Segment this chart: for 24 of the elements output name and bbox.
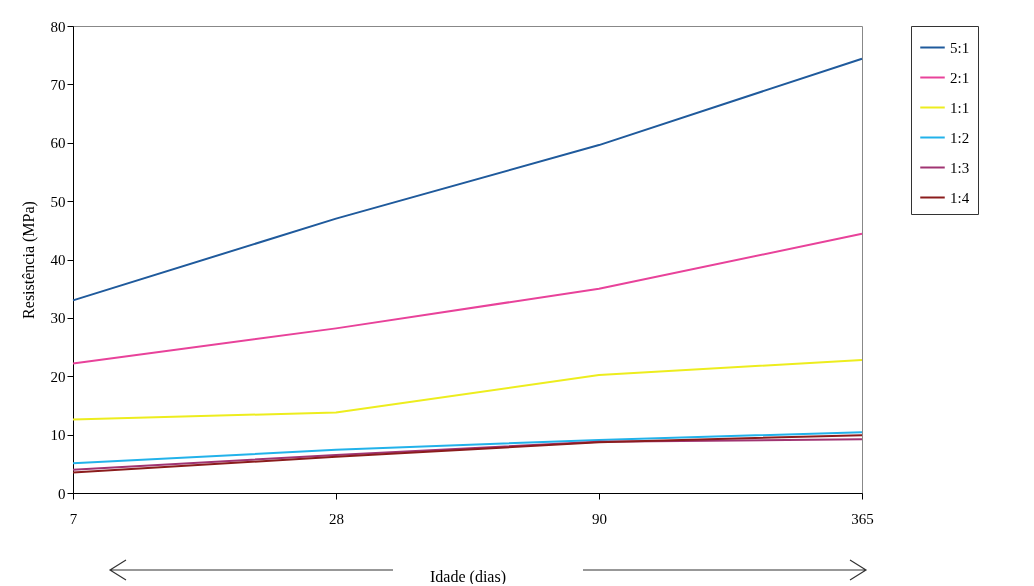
y-tick-label: 50 [50,193,66,210]
y-axis-title: Resistência (MPa) [19,201,38,319]
y-tick-label: 0 [58,485,66,502]
line-series [72,57,863,302]
x-tick-label: 365 [851,510,874,527]
line-series [72,431,863,465]
y-tick-label: 60 [50,135,66,152]
line-series [72,358,863,421]
y-tick-label: 10 [50,427,66,444]
legend-label: 1:4 [950,189,970,206]
legend-label: 5:1 [950,39,970,56]
x-tick-label: 90 [592,510,607,527]
y-tick-label: 80 [50,18,66,35]
y-tick-label: 20 [50,368,66,385]
legend-label: 1:2 [950,129,970,146]
y-tick-label: 70 [50,76,66,93]
x-tick-label: 7 [69,510,78,527]
legend-label: 2:1 [950,69,970,86]
y-tick-label: 30 [50,310,66,327]
y-tick-label: 40 [50,252,66,268]
legend-label: 1:3 [950,159,970,176]
x-tick-label: 28 [329,510,344,527]
line-series [72,232,863,365]
legend-label: 1:1 [950,99,970,116]
